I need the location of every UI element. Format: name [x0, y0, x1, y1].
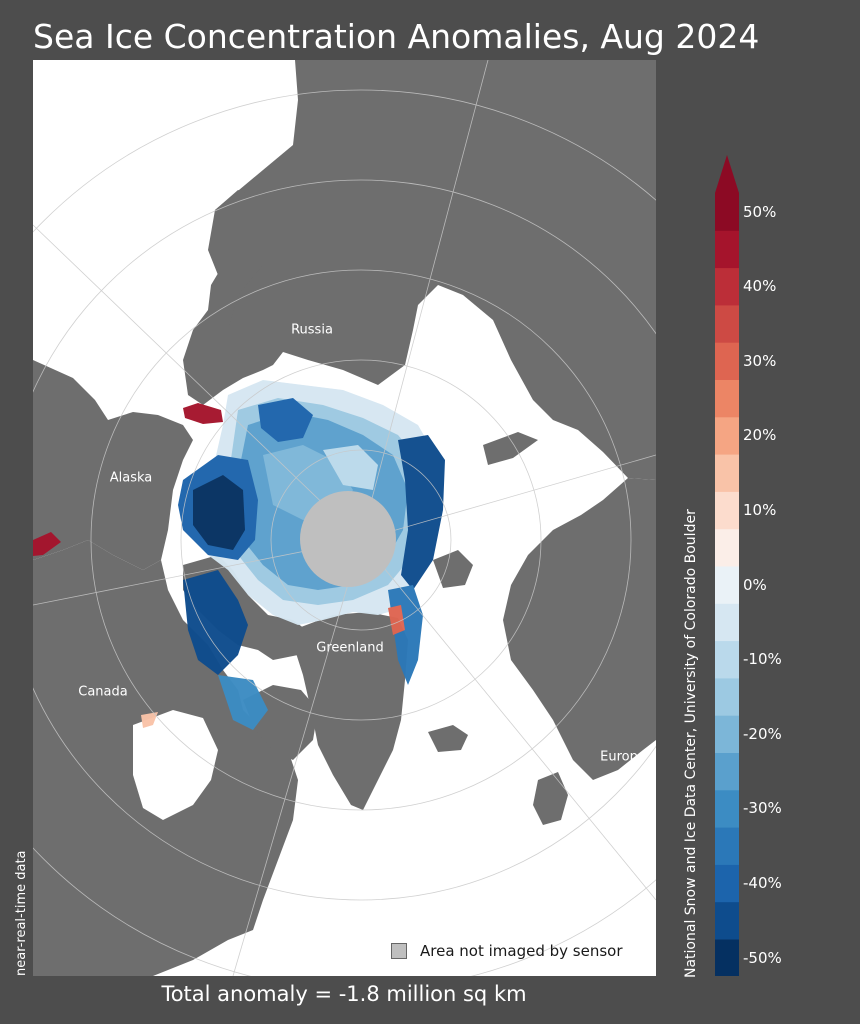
colorbar-tick-label: 0%	[743, 575, 767, 594]
graticule	[33, 60, 656, 976]
colorbar-bin	[715, 566, 739, 604]
colorbar-bin	[715, 491, 739, 530]
arctic-map: Russia Alaska Canada Greenland Europe Ar…	[33, 60, 656, 976]
colorbar-tick-label: -20%	[743, 724, 782, 743]
colorbar-bin	[715, 304, 739, 343]
label-canada: Canada	[78, 684, 128, 700]
colorbar-bin	[715, 752, 739, 791]
colorbar-tick-label: 10%	[743, 501, 777, 520]
colorbar-bin	[715, 342, 739, 380]
colorbar-tick-label: -40%	[743, 874, 782, 893]
colorbar-tick-label: 40%	[743, 277, 777, 296]
colorbar-bin	[715, 677, 739, 716]
land-europe	[503, 478, 656, 780]
colorbar-bin	[715, 864, 739, 903]
colorbar-bin	[715, 267, 739, 306]
colorbar-bin	[715, 379, 739, 418]
colorbar-tick-label: 20%	[743, 426, 777, 445]
not-imaged-swatch	[391, 943, 407, 959]
hudson-bay	[133, 710, 218, 820]
credit-text: National Snow and Ice Data Center, Unive…	[683, 509, 699, 978]
colorbar	[715, 155, 739, 976]
land-chukotka	[208, 190, 278, 330]
colorbar-bin	[715, 789, 739, 828]
colorbar-tick-label: 30%	[743, 351, 777, 370]
land-russia	[183, 60, 656, 480]
total-anomaly: Total anomaly = -1.8 million sq km	[161, 982, 527, 1006]
land-svalbard	[433, 550, 473, 588]
colorbar-max-arrow	[715, 155, 739, 193]
colorbar-bin	[715, 454, 739, 492]
colorbar-bin	[715, 939, 739, 976]
near-real-time-label: near-real-time data	[14, 850, 29, 976]
label-russia: Russia	[291, 322, 333, 338]
land-novaya-zemlya	[483, 432, 538, 465]
colorbar-bin	[715, 640, 739, 679]
land-iceland	[428, 725, 468, 752]
colorbar-tick-label: -30%	[743, 799, 782, 818]
label-europe: Europe	[600, 749, 646, 765]
colorbar-bin	[715, 715, 739, 753]
colorbar-bin	[715, 603, 739, 642]
pole-hole	[300, 491, 396, 587]
land-greenland	[293, 612, 408, 810]
land-uk	[533, 772, 568, 825]
label-alaska: Alaska	[109, 470, 153, 486]
colorbar-bin	[715, 193, 739, 231]
colorbar-bin	[715, 827, 739, 865]
colorbar-bin	[715, 230, 739, 269]
not-imaged-label: Area not imaged by sensor	[420, 942, 623, 960]
colorbar-tick-label: -10%	[743, 650, 782, 669]
colorbar-bin	[715, 416, 739, 455]
colorbar-tick-label: 50%	[743, 202, 777, 221]
colorbar-tick-label: -50%	[743, 948, 782, 967]
land-alaska	[33, 360, 193, 570]
label-greenland: Greenland	[316, 640, 384, 656]
colorbar-bin	[715, 528, 739, 567]
map-title: Sea Ice Concentration Anomalies, Aug 202…	[33, 17, 760, 56]
map-canvas	[33, 60, 656, 976]
colorbar-bin	[715, 901, 739, 940]
